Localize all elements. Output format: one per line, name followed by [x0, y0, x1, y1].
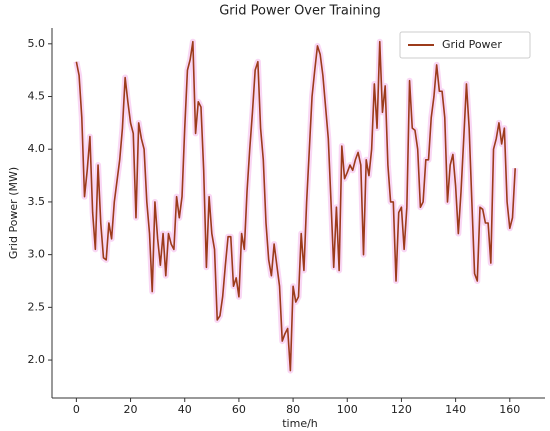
line-glow — [73, 38, 519, 374]
line — [75, 40, 516, 372]
x-tick-label: 160 — [499, 403, 520, 416]
x-tick-label: 40 — [178, 403, 192, 416]
y-tick-label: 4.5 — [28, 90, 46, 103]
x-tick-label: 0 — [73, 403, 80, 416]
x-axis-label: time/h — [282, 417, 318, 430]
x-tick-label: 80 — [286, 403, 300, 416]
y-tick-label: 2.5 — [28, 300, 46, 313]
y-tick-label: 5.0 — [28, 37, 46, 50]
x-tick-label: 120 — [391, 403, 412, 416]
y-tick-label: 2.0 — [28, 353, 46, 366]
y-tick-label: 4.0 — [28, 142, 46, 155]
y-axis-label: Grid Power (MW) — [7, 167, 20, 259]
y-tick-label: 3.5 — [28, 195, 46, 208]
x-tick-label: 140 — [445, 403, 466, 416]
x-tick-label: 20 — [124, 403, 138, 416]
y-tick-label: 3.0 — [28, 248, 46, 261]
legend-label: Grid Power — [442, 38, 502, 51]
chart-title: Grid Power Over Training — [219, 4, 381, 19]
x-tick-label: 100 — [337, 403, 358, 416]
x-tick-label: 60 — [232, 403, 246, 416]
legend-box — [399, 31, 531, 59]
